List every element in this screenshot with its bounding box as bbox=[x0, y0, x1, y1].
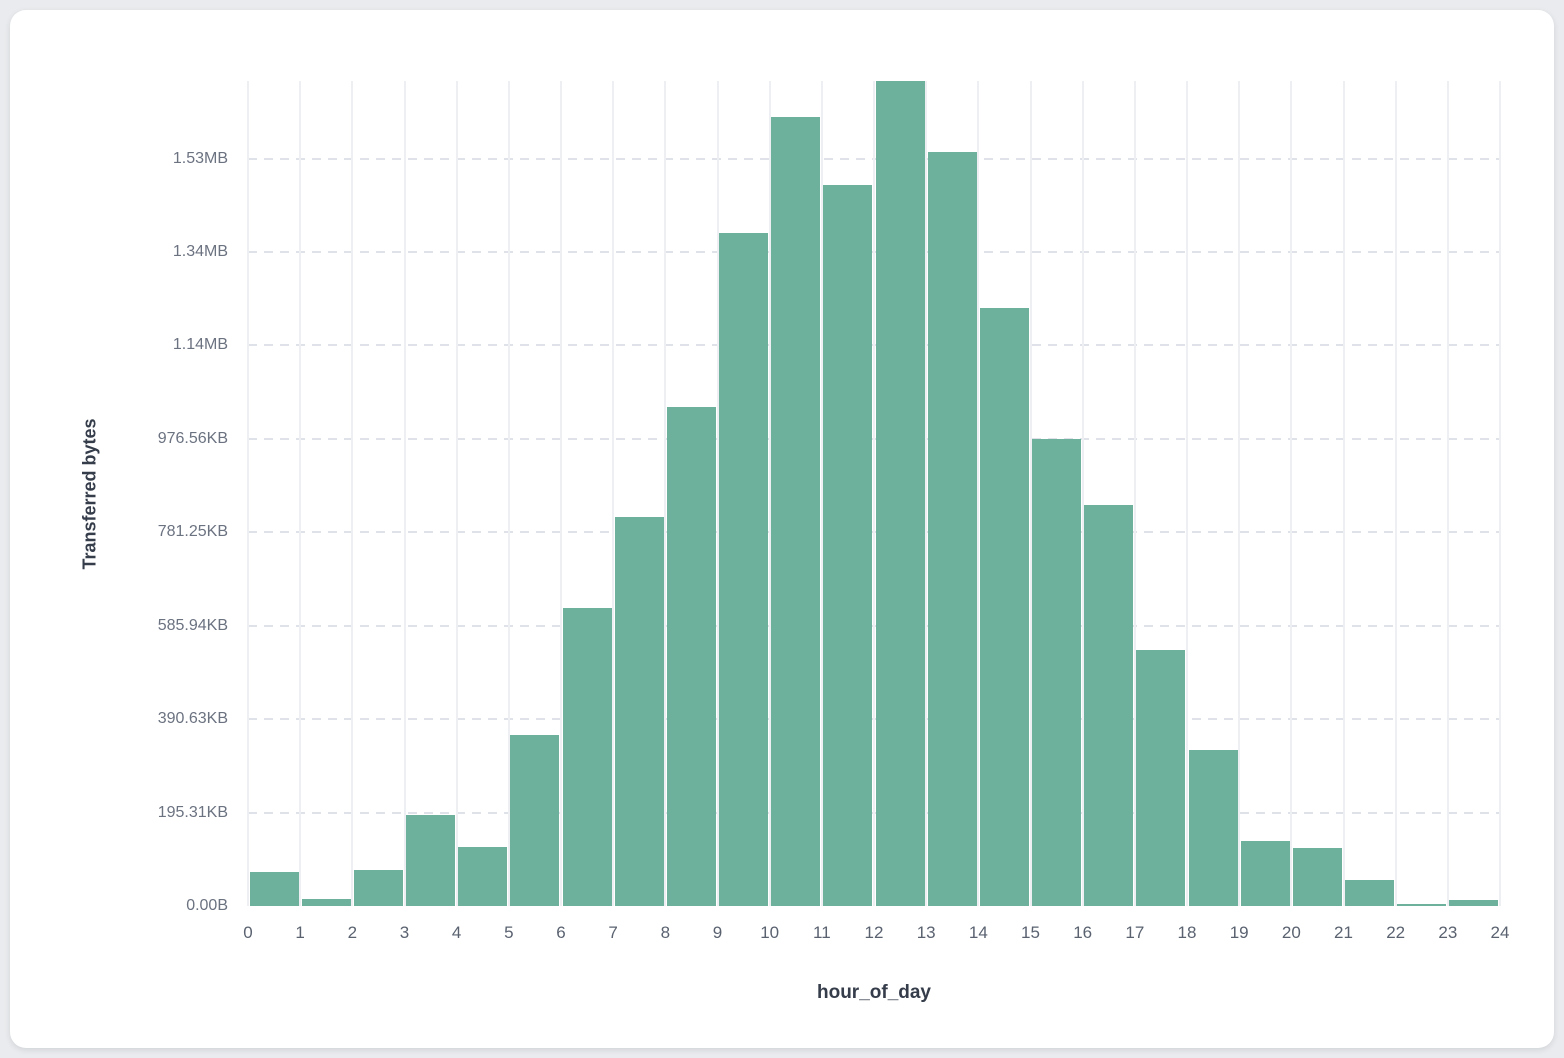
x-tick-label: 5 bbox=[504, 923, 514, 942]
v-gridline bbox=[1081, 81, 1084, 906]
x-tick-label: 16 bbox=[1073, 923, 1093, 942]
y-tick-label: 0.00B bbox=[186, 897, 228, 914]
y-tick-label: 976.56KB bbox=[157, 429, 228, 447]
histogram-bar-hour-4[interactable] bbox=[458, 846, 508, 906]
x-tick-label: 10 bbox=[760, 923, 780, 942]
v-gridline bbox=[1238, 81, 1241, 906]
histogram-bar-hour-3[interactable] bbox=[406, 815, 456, 906]
x-tick-label: 2 bbox=[347, 923, 358, 942]
histogram-bar-hour-19[interactable] bbox=[1240, 840, 1290, 906]
histogram-bar-hour-0[interactable] bbox=[249, 872, 299, 906]
v-gridline bbox=[977, 81, 980, 906]
histogram-bar-hour-15[interactable] bbox=[1032, 439, 1082, 906]
v-gridline bbox=[925, 81, 928, 906]
histogram-bar-hour-7[interactable] bbox=[614, 516, 664, 906]
v-gridline bbox=[820, 81, 823, 906]
x-tick-label: 4 bbox=[451, 923, 462, 942]
chart-card: 0.00B 195.31KB 390.63KB 585.94KB 781.25KB 976… bbox=[10, 10, 1554, 1048]
histogram-bar-hour-20[interactable] bbox=[1292, 847, 1342, 906]
x-tick-label: 9 bbox=[712, 923, 723, 942]
v-gridline bbox=[455, 81, 458, 906]
v-gridline bbox=[873, 81, 875, 906]
histogram-bar-hour-8[interactable] bbox=[666, 407, 716, 906]
x-tick-label: 22 bbox=[1386, 923, 1406, 942]
x-tick-label: 17 bbox=[1125, 923, 1145, 942]
v-gridline bbox=[560, 81, 562, 906]
x-tick-label: 21 bbox=[1334, 923, 1353, 942]
histogram-bar-hour-13[interactable] bbox=[927, 152, 977, 906]
v-gridline bbox=[768, 81, 771, 906]
v-gridline bbox=[1446, 81, 1449, 906]
x-tick-label: 23 bbox=[1438, 923, 1458, 942]
histogram-bar-hour-23[interactable] bbox=[1449, 900, 1499, 906]
histogram-bar-hour-16[interactable] bbox=[1084, 505, 1134, 906]
histogram-bar-hour-21[interactable] bbox=[1345, 879, 1395, 906]
x-tick-label: 19 bbox=[1229, 923, 1249, 942]
v-gridline bbox=[716, 81, 719, 906]
x-axis-title: hour_of_day bbox=[816, 982, 932, 1003]
v-gridline bbox=[351, 81, 354, 906]
histogram-bar-hour-10[interactable] bbox=[771, 116, 821, 906]
v-gridline bbox=[299, 81, 302, 906]
x-tick-label: 0 bbox=[243, 923, 253, 942]
v-gridline bbox=[1029, 81, 1032, 906]
v-gridline bbox=[1133, 81, 1136, 906]
histogram-bar-hour-5[interactable] bbox=[510, 734, 560, 906]
y-tick-label: 195.31KB bbox=[157, 803, 228, 821]
x-tick-label: 12 bbox=[864, 923, 884, 942]
y-tick-label: 390.63KB bbox=[157, 710, 228, 728]
v-gridline bbox=[403, 81, 406, 906]
y-axis-title: Transferred bytes bbox=[79, 418, 100, 570]
histogram-bar-hour-22[interactable] bbox=[1397, 904, 1447, 906]
y-tick-label: 1.14MB bbox=[172, 336, 228, 354]
histogram-bar-hour-11[interactable] bbox=[823, 185, 873, 906]
x-tick-label: 6 bbox=[556, 923, 566, 942]
x-tick-label: 11 bbox=[813, 923, 831, 942]
histogram-plot bbox=[247, 81, 1501, 906]
histogram-bar-hour-6[interactable] bbox=[562, 607, 612, 906]
v-gridline bbox=[612, 81, 615, 906]
x-tick-label: 24 bbox=[1490, 923, 1510, 942]
x-tick-label: 18 bbox=[1177, 923, 1197, 942]
y-tick-label: 781.25KB bbox=[157, 523, 228, 541]
histogram-bar-hour-17[interactable] bbox=[1136, 650, 1186, 906]
v-gridline bbox=[1186, 81, 1188, 906]
v-gridline bbox=[247, 81, 249, 906]
x-tick-label: 20 bbox=[1281, 923, 1301, 942]
x-tick-label: 15 bbox=[1021, 923, 1040, 942]
x-tick-label: 1 bbox=[295, 923, 305, 942]
v-gridline bbox=[1290, 81, 1293, 906]
histogram-bar-hour-1[interactable] bbox=[301, 899, 351, 906]
histogram-bar-hour-12[interactable] bbox=[875, 81, 925, 906]
v-gridline bbox=[1499, 81, 1501, 906]
x-tick-label: 8 bbox=[660, 923, 671, 942]
y-tick-label: 1.34MB bbox=[172, 242, 228, 260]
histogram-bar-hour-14[interactable] bbox=[979, 308, 1029, 906]
x-tick-label: 13 bbox=[916, 923, 936, 942]
y-tick-label: 1.53MB bbox=[172, 149, 228, 167]
x-tick-label: 14 bbox=[968, 923, 988, 942]
v-gridline bbox=[664, 81, 667, 906]
histogram-bar-hour-9[interactable] bbox=[719, 232, 769, 906]
v-gridline bbox=[507, 81, 510, 906]
histogram-bar-hour-2[interactable] bbox=[353, 869, 403, 906]
histogram-bar-hour-18[interactable] bbox=[1188, 749, 1238, 906]
x-tick-label: 7 bbox=[608, 923, 618, 942]
y-tick-label: 585.94KB bbox=[157, 616, 228, 634]
x-tick-label: 3 bbox=[399, 923, 410, 942]
v-gridline bbox=[1394, 81, 1397, 906]
v-gridline bbox=[1342, 81, 1345, 906]
